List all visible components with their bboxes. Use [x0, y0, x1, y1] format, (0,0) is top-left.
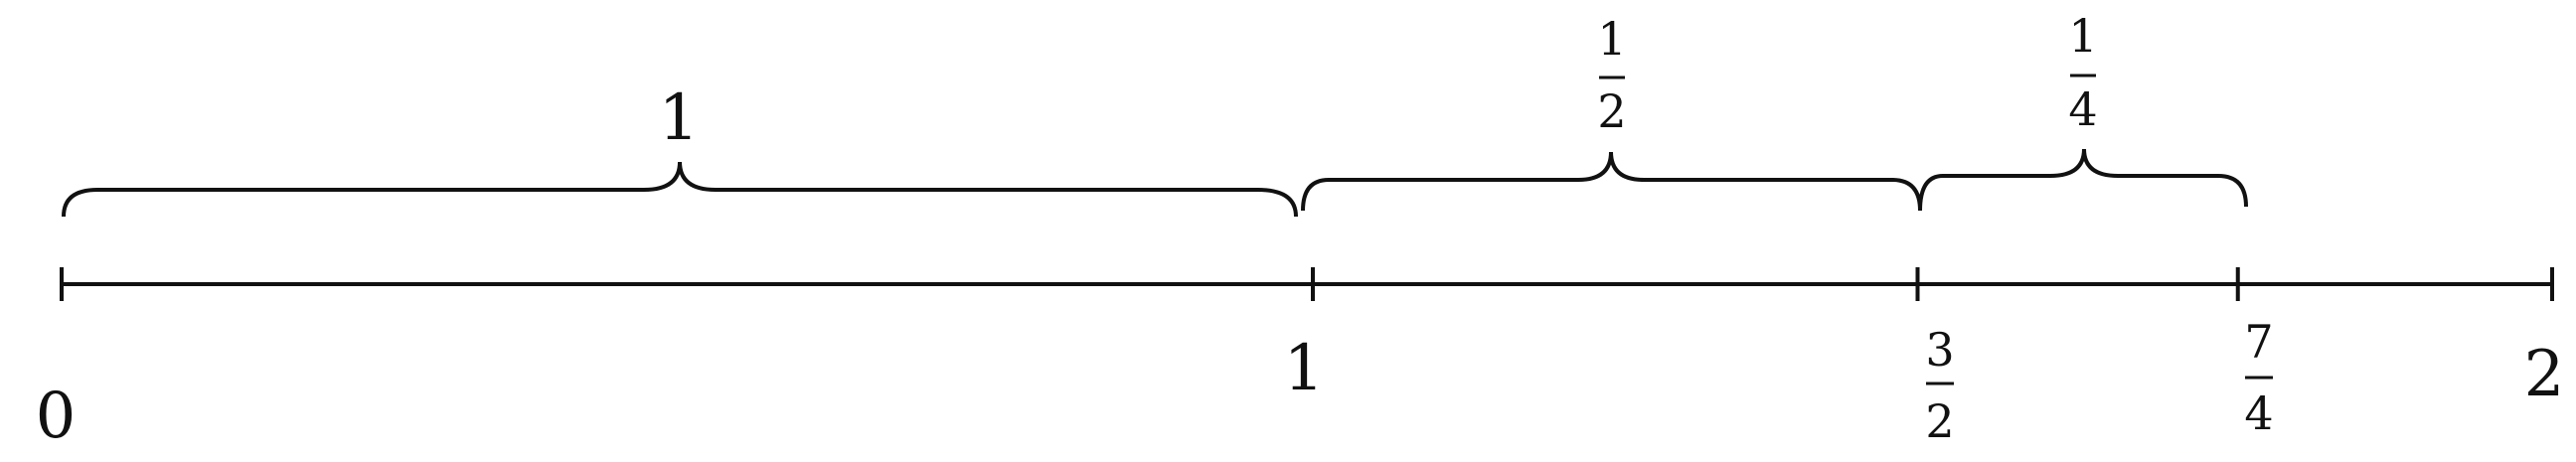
tick-labels: 0 1 3 2 7 4 2: [36, 315, 2565, 453]
tick-label-1: 1: [1284, 332, 1325, 405]
braces: [62, 148, 2248, 218]
brace-label-1-4: 1 4: [2068, 9, 2097, 136]
brace-1-to-3-2: [1301, 151, 1922, 212]
brace-0-to-1: [62, 161, 1298, 218]
brace-label-1-2-numerator: 1: [1597, 12, 1626, 66]
tick-label-7-4-denominator: 4: [2244, 386, 2273, 440]
tick-label-3-2-denominator: 2: [1925, 394, 1954, 448]
brace-label-1-4-numerator: 1: [2068, 9, 2097, 63]
brace-labels: 1 1 2 1 4: [659, 9, 2098, 155]
tick-label-3-2-numerator: 3: [1925, 323, 1954, 377]
tick-label-2: 2: [2524, 338, 2565, 411]
tick-label-7-4-numerator: 7: [2244, 315, 2273, 369]
brace-label-1: 1: [659, 81, 700, 155]
brace-label-1-2-denominator: 2: [1597, 84, 1626, 138]
tick-label-0: 0: [36, 380, 77, 453]
brace-label-1-4-denominator: 4: [2068, 82, 2097, 136]
tick-label-3-2: 3 2: [1925, 323, 1954, 448]
brace-label-1-2: 1 2: [1597, 12, 1626, 138]
tick-marks: [60, 267, 2554, 301]
tick-label-7-4: 7 4: [2244, 315, 2273, 440]
brace-3-2-to-7-4: [1918, 148, 2248, 212]
